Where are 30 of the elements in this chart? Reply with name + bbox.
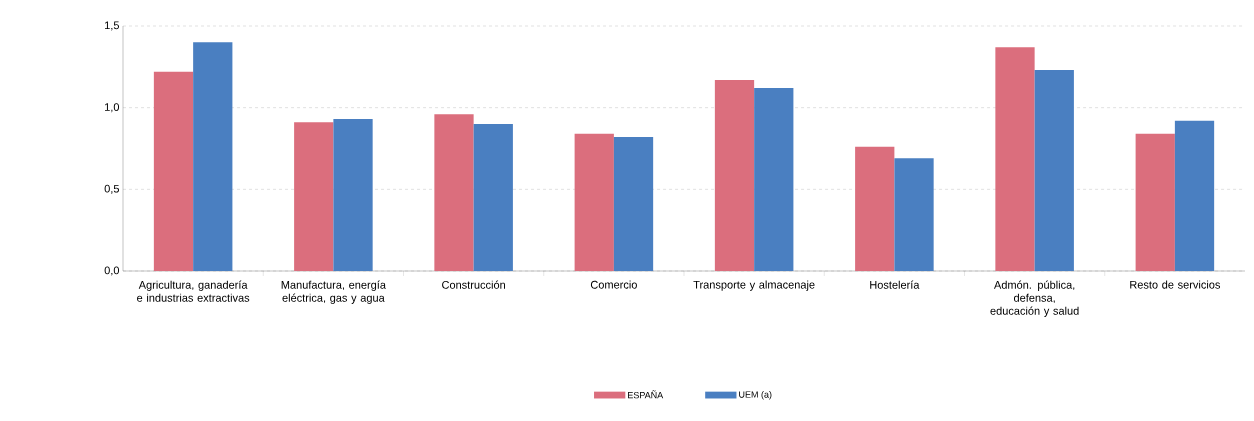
y-tick-label: 1,0 (105, 103, 120, 113)
x-tick-label: Transporte y almacenaje (693, 280, 815, 291)
bar (473, 124, 513, 272)
bar (754, 88, 794, 272)
y-tick-label: 0,5 (104, 184, 120, 194)
bar (894, 158, 934, 272)
bar (855, 146, 895, 272)
x-tick-label: Hostelería (870, 280, 920, 289)
bar (1034, 70, 1074, 272)
legend-label: UEM (a) (739, 391, 772, 400)
bar (333, 119, 373, 272)
bar (294, 122, 334, 272)
bar (153, 71, 194, 272)
bar (613, 137, 654, 272)
x-tick-label: Resto de servicios (1130, 280, 1221, 289)
bar (1174, 120, 1215, 272)
x-tick-label: Admón. pública, defensa, educación y salud (990, 280, 1079, 317)
x-tick-label: Construcción (442, 280, 505, 289)
bar (1135, 133, 1175, 272)
bar (193, 42, 233, 272)
x-tick-label: Agricultura, ganadería e industrias extractivas (137, 280, 250, 302)
x-tick-label: Manufactura, energía eléctrica, gas y agua (281, 280, 386, 304)
bar (714, 79, 755, 272)
bar (995, 47, 1035, 272)
bar (434, 114, 474, 272)
legend-label: ESPAÑA (628, 390, 664, 399)
x-tick-label: Comercio (590, 280, 637, 289)
y-tick-label: 0,0 (104, 266, 120, 276)
bar (574, 133, 614, 272)
y-tick-label: 1,5 (105, 21, 120, 31)
